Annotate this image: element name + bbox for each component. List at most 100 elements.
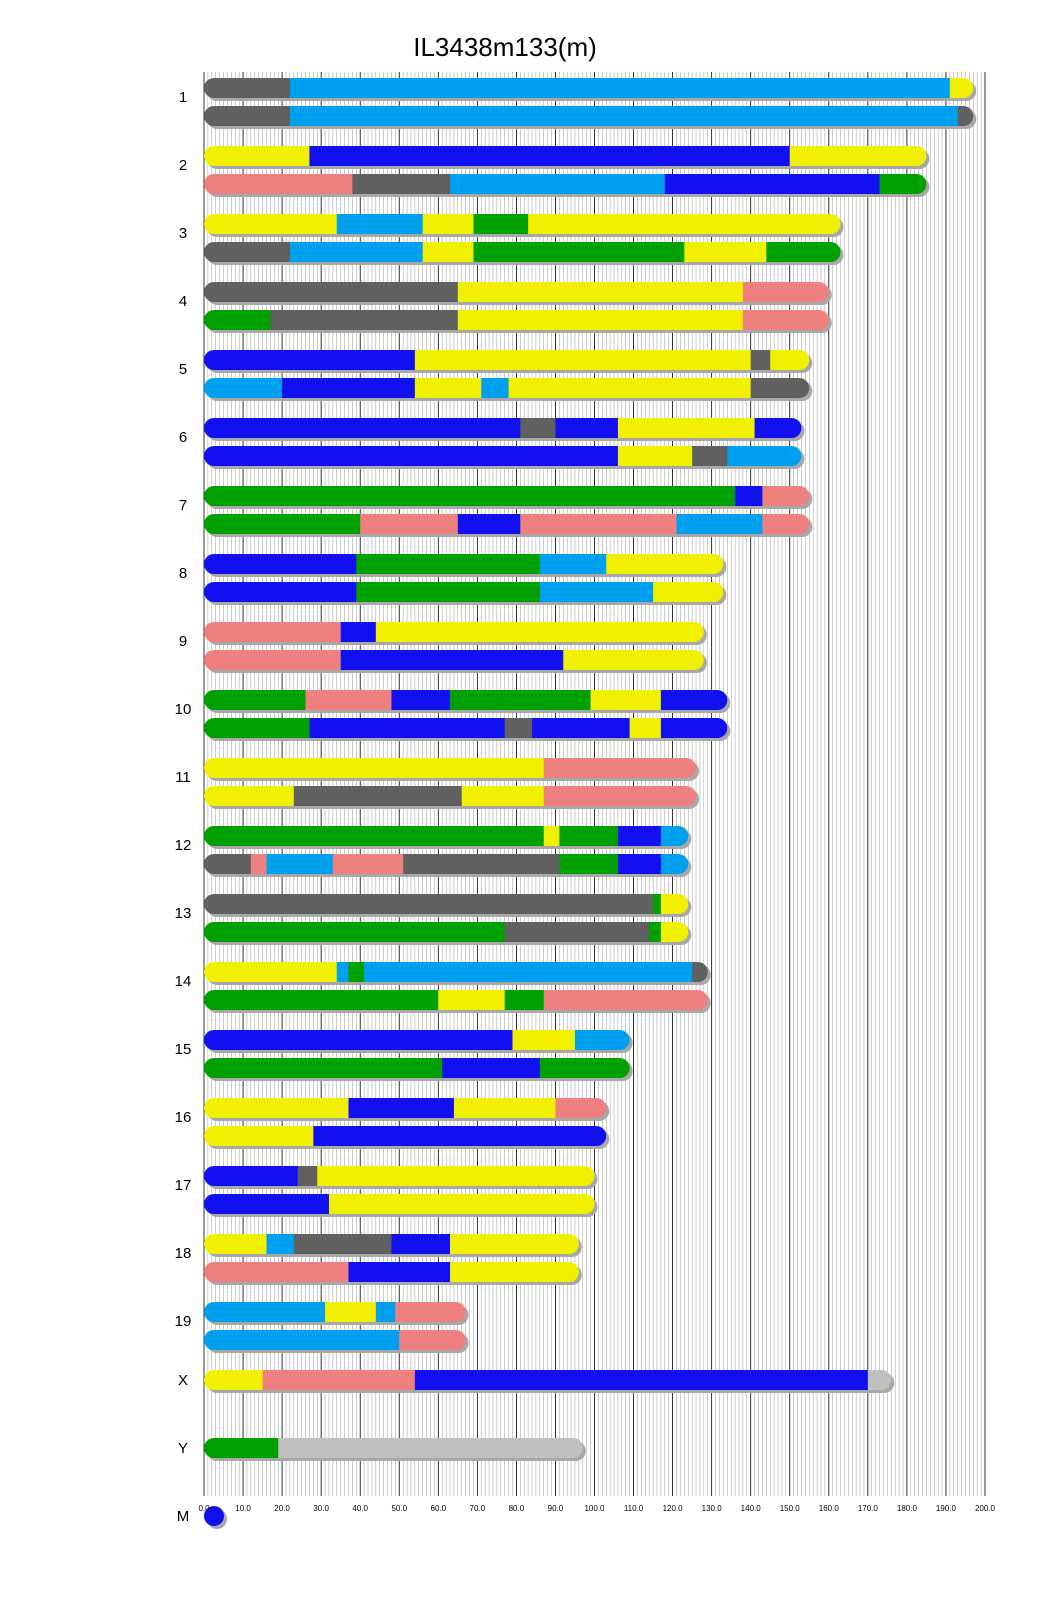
haplotype-bar (204, 1262, 579, 1282)
segment-salmon (262, 1370, 416, 1390)
segment-lgray (278, 1438, 583, 1458)
segment-yellow (660, 894, 689, 914)
segment-lblue (289, 242, 424, 262)
segment-salmon (204, 622, 342, 642)
segment-lblue (727, 446, 802, 466)
chromosome-label: 10 (175, 701, 192, 718)
haplotype-bar (204, 1438, 583, 1458)
segment-lblue (266, 854, 334, 874)
segment-dgray (692, 446, 728, 466)
segment-green (204, 514, 361, 534)
segment-yellow (204, 1126, 314, 1146)
chromosome-label: 19 (175, 1313, 192, 1330)
haplotype-bar (204, 1194, 595, 1214)
segment-yellow (204, 1370, 263, 1390)
chromosome-label: 15 (175, 1041, 192, 1058)
segment-yellow (204, 146, 310, 166)
haplotype-bar (204, 1302, 466, 1322)
segment-yellow (563, 650, 704, 670)
segment-yellow (949, 78, 974, 98)
segment-blue (617, 854, 662, 874)
x-tick-label: 30.0 (313, 1504, 329, 1513)
segment-yellow (617, 446, 693, 466)
segment-lblue (204, 1330, 400, 1350)
chromosome-label: 11 (175, 769, 191, 786)
haplotype-bar (204, 310, 829, 330)
segment-yellow (204, 962, 338, 982)
segment-green (356, 582, 541, 602)
segment-blue (204, 1506, 224, 1526)
chromosome-label: 1 (179, 89, 187, 106)
segment-blue (754, 418, 802, 438)
haplotype-bar (204, 554, 724, 574)
segment-green (473, 242, 685, 262)
x-tick-label: 190.0 (936, 1504, 957, 1513)
segment-green (473, 214, 529, 234)
x-tick-label: 200.0 (975, 1504, 996, 1513)
x-tick-label: 10.0 (235, 1504, 251, 1513)
chromosome-1: 1 (179, 78, 977, 129)
haplotype-bar (204, 1234, 579, 1254)
segment-dgray (352, 174, 451, 194)
segment-yellow (450, 1262, 579, 1282)
segment-green (204, 486, 736, 506)
segment-lblue (676, 514, 763, 534)
x-tick-label: 150.0 (780, 1504, 801, 1513)
chromosome-9: 9 (179, 622, 707, 673)
segment-salmon (204, 1262, 349, 1282)
segment-yellow (204, 1098, 349, 1118)
segment-blue (664, 174, 880, 194)
segment-blue (555, 418, 619, 438)
haplotype-bar (204, 1058, 630, 1078)
segment-blue (340, 622, 377, 642)
segment-lblue (204, 378, 283, 398)
segment-green (356, 554, 541, 574)
segment-yellow (590, 690, 662, 710)
x-tick-label: 100.0 (584, 1504, 605, 1513)
chromosome-17: 17 (175, 1166, 598, 1217)
chromosome-12: 12 (175, 826, 692, 877)
segment-lblue (266, 1234, 295, 1254)
chromosome-label: 13 (175, 905, 192, 922)
segment-green (766, 242, 841, 262)
haplotype-bar (204, 622, 704, 642)
segment-green (653, 894, 662, 914)
haplotype-bar (204, 1370, 892, 1390)
x-tick-label: 60.0 (431, 1504, 447, 1513)
segment-yellow (325, 1302, 377, 1322)
segment-salmon (543, 786, 697, 806)
chromosome-18: 18 (175, 1234, 582, 1285)
segment-dgray (293, 786, 463, 806)
segment-lblue (574, 1030, 630, 1050)
segment-dgray (204, 282, 459, 302)
haplotype-bar (204, 1506, 224, 1526)
haplotype-bar (204, 650, 704, 670)
segment-green (204, 310, 271, 330)
chart-title: IL3438m133(m) (413, 32, 597, 62)
segment-salmon (360, 514, 459, 534)
segment-yellow (461, 786, 545, 806)
chromosome-15: 15 (175, 1030, 633, 1081)
segment-blue (391, 690, 451, 710)
segment-dgray (750, 350, 771, 370)
segment-salmon (543, 758, 697, 778)
haplotype-bar (204, 418, 802, 438)
segment-yellow (606, 554, 724, 574)
haplotype-bar (204, 962, 708, 982)
haplotype-bar (204, 1030, 630, 1050)
segment-blue (442, 1058, 541, 1078)
haplotype-bar (204, 826, 689, 846)
segment-lblue (289, 106, 959, 126)
segment-green (879, 174, 927, 194)
x-tick-label: 140.0 (741, 1504, 762, 1513)
chromosome-label: 4 (179, 293, 187, 310)
segment-blue (340, 650, 564, 670)
segment-yellow (450, 1234, 579, 1254)
segment-salmon (204, 174, 353, 194)
segment-yellow (457, 282, 744, 302)
segment-blue (204, 418, 521, 438)
segment-blue (617, 826, 662, 846)
segment-salmon (395, 1302, 466, 1322)
haplotype-bar (204, 758, 697, 778)
segment-yellow (422, 214, 474, 234)
